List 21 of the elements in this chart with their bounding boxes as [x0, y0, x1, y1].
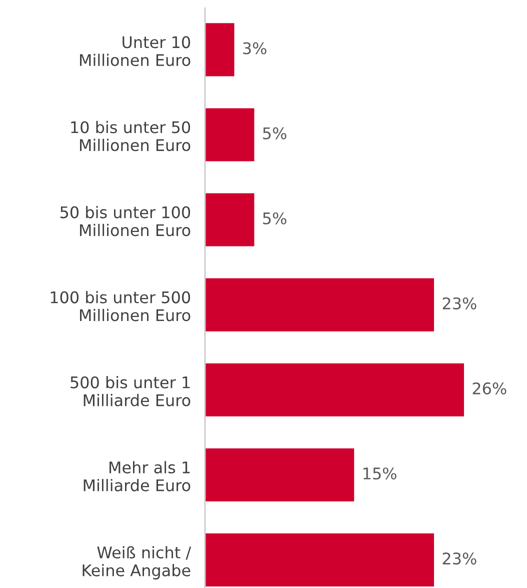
y-tick-label: 500 bis unter 1 Milliarde Euro: [70, 376, 190, 406]
bar: [205, 446, 356, 503]
bar: [205, 532, 436, 588]
y-tick-label: Unter 10 Millionen Euro: [80, 36, 190, 66]
data-label: 5%: [263, 127, 286, 140]
bar: [205, 106, 256, 163]
data-label: 5%: [263, 212, 286, 224]
data-label: 3%: [243, 42, 266, 54]
data-label: 23%: [442, 297, 476, 310]
data-label: 26%: [472, 382, 506, 394]
y-tick-label: Mehr als 1 Milliarde Euro: [84, 461, 190, 492]
bar: [205, 22, 236, 78]
y-tick-label: 100 bis unter 500 Millionen Euro: [50, 291, 190, 322]
y-tick-label: Weiß nicht / Keine Angabe: [82, 546, 192, 580]
bar: [205, 192, 256, 248]
y-tick-label: 50 bis unter 100 Millionen Euro: [60, 206, 190, 236]
y-tick-label: 10 bis unter 50 Millionen Euro: [71, 120, 190, 152]
bar: [205, 362, 466, 418]
data-label: 15%: [364, 467, 396, 480]
data-label: 23%: [442, 552, 476, 565]
bar: [205, 276, 436, 333]
